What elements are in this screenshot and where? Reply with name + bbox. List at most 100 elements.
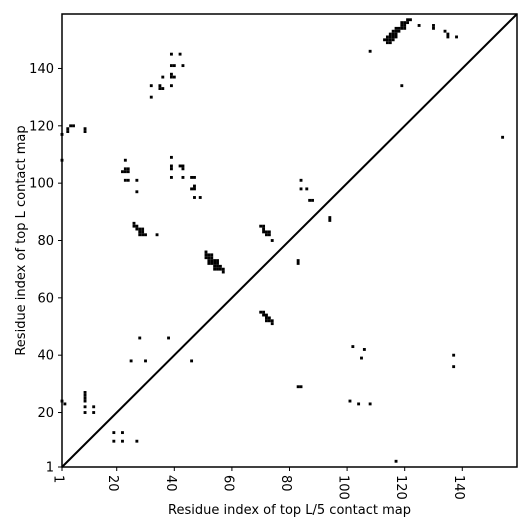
contact-point <box>210 253 214 257</box>
contact-point <box>328 219 332 222</box>
contact-point <box>216 259 219 263</box>
contact-point <box>135 439 139 443</box>
contact-point <box>169 75 173 79</box>
contact-point <box>83 127 87 131</box>
contact-point <box>181 64 185 68</box>
contact-point <box>190 187 194 191</box>
contact-point <box>204 250 208 254</box>
contact-point <box>391 29 395 33</box>
contact-point <box>403 26 407 30</box>
contact-point <box>207 259 211 263</box>
contact-point <box>135 227 139 231</box>
contact-point <box>193 184 196 188</box>
contact-point <box>210 259 214 263</box>
contact-point <box>406 18 410 22</box>
contact-point <box>190 175 194 179</box>
contact-point <box>262 230 266 234</box>
contact-point <box>207 253 211 257</box>
contact-point <box>391 32 395 36</box>
contact-point <box>181 164 185 168</box>
contact-point <box>216 262 219 265</box>
contact-point <box>265 316 268 320</box>
contact-point <box>308 198 312 202</box>
contact-point <box>112 431 116 435</box>
y-tick-label: 120 <box>29 119 54 134</box>
contact-point <box>432 24 435 27</box>
contact-point <box>172 75 176 79</box>
contact-point <box>92 405 96 409</box>
contact-point <box>368 49 372 53</box>
contact-point <box>161 75 165 79</box>
contact-point <box>394 29 398 33</box>
contact-point <box>299 187 303 191</box>
contact-point <box>417 24 421 27</box>
contact-point <box>348 399 352 403</box>
contact-point <box>501 135 505 139</box>
contact-point <box>265 313 268 317</box>
contact-point <box>218 267 222 271</box>
contact-point <box>138 230 142 234</box>
contact-point <box>83 130 87 133</box>
contact-point <box>66 130 70 133</box>
contact-point <box>135 178 139 182</box>
x-tick-label: 60 <box>220 475 235 492</box>
contact-point <box>216 267 219 271</box>
y-tick-label: 60 <box>37 291 54 306</box>
contact-point <box>178 52 182 56</box>
contact-point <box>259 310 263 314</box>
contact-point <box>403 24 407 27</box>
contact-point <box>123 167 127 171</box>
contact-point <box>397 26 401 30</box>
contact-point <box>403 21 407 25</box>
contact-point <box>63 402 67 406</box>
contact-point <box>123 178 127 182</box>
contact-point <box>138 233 142 237</box>
contact-point <box>72 124 75 128</box>
contact-point <box>181 175 185 179</box>
contact-point <box>193 175 196 179</box>
contact-point <box>265 230 268 234</box>
contact-point <box>213 264 217 268</box>
y-tick-label: 1 <box>46 461 54 476</box>
contact-point <box>83 405 87 409</box>
contact-point <box>262 224 266 228</box>
contact-point <box>126 170 130 174</box>
contact-point <box>198 196 202 199</box>
contact-point <box>267 319 271 323</box>
contact-point <box>267 316 271 320</box>
contact-point <box>83 393 87 397</box>
contact-point <box>362 348 366 351</box>
contact-point <box>270 322 274 326</box>
contact-point <box>305 187 309 191</box>
contact-point <box>135 224 139 228</box>
contact-point <box>138 336 142 340</box>
contact-point <box>213 262 217 265</box>
contact-point <box>213 259 217 263</box>
contact-point <box>446 32 450 36</box>
x-axis-ticks: 1 20 40 60 80 100 120 140 <box>51 467 466 500</box>
contact-point <box>296 385 300 389</box>
x-tick-label: 100 <box>336 475 351 500</box>
contact-point <box>360 356 363 360</box>
contact-point <box>388 38 392 42</box>
contact-point <box>267 230 271 234</box>
contact-point <box>221 267 225 271</box>
contact-point <box>126 178 130 182</box>
contact-point <box>394 32 398 36</box>
contact-point <box>169 155 173 159</box>
contact-point <box>400 21 404 25</box>
contact-point <box>144 359 147 363</box>
contact-point <box>218 264 222 268</box>
contact-point <box>351 345 355 349</box>
contact-point <box>149 95 153 99</box>
contact-point <box>265 233 268 237</box>
contact-point <box>83 396 87 400</box>
contact-point <box>204 253 208 257</box>
contact-point <box>178 164 182 168</box>
contact-point <box>391 35 395 39</box>
contact-point <box>172 64 176 68</box>
contact-point <box>129 359 133 363</box>
contact-point <box>397 29 401 33</box>
